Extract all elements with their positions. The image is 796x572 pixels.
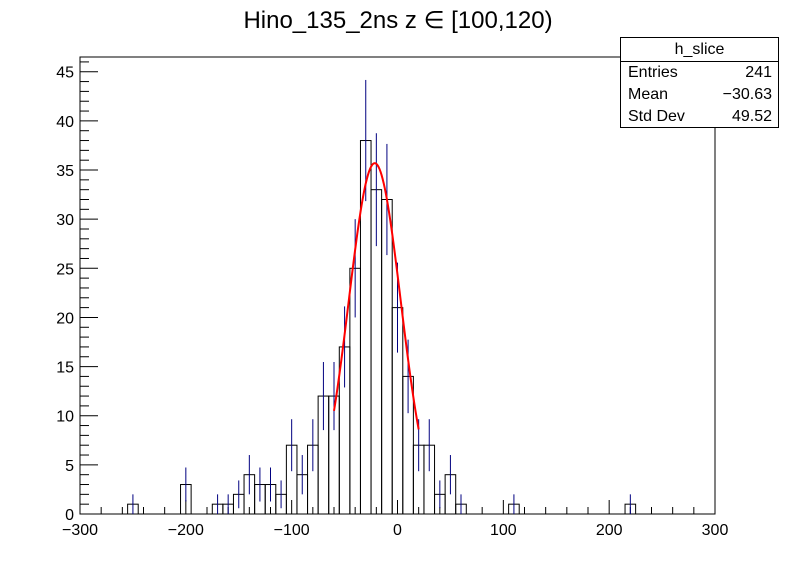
stats-value: 49.52 xyxy=(731,108,772,125)
y-tick-label: 10 xyxy=(56,409,74,426)
x-tick-label: 300 xyxy=(702,522,729,539)
y-tick-label: 0 xyxy=(65,507,74,524)
x-tick-label: 100 xyxy=(490,522,517,539)
stats-row-entries: Entries 241 xyxy=(621,62,778,84)
y-tick-label: 45 xyxy=(56,65,74,82)
x-tick-label: −200 xyxy=(168,522,204,539)
stats-label: Mean xyxy=(628,86,669,103)
y-tick-label: 30 xyxy=(56,212,74,229)
y-tick-label: 15 xyxy=(56,360,74,377)
x-tick-label: −100 xyxy=(274,522,310,539)
x-axis-ticks: −300 −200 −100 0 100 200 300 xyxy=(62,500,728,539)
stats-row-mean: Mean −30.63 xyxy=(621,84,778,106)
y-tick-label: 40 xyxy=(56,114,74,131)
stats-value: −30.63 xyxy=(722,86,772,103)
stats-title: h_slice xyxy=(621,38,778,62)
y-tick-label: 20 xyxy=(56,310,74,327)
stats-box: h_slice Entries 241 Mean −30.63 Std Dev … xyxy=(620,37,779,128)
stats-label: Entries xyxy=(628,64,678,81)
x-tick-label: 0 xyxy=(393,522,402,539)
stats-label: Std Dev xyxy=(628,108,685,125)
y-tick-label: 5 xyxy=(65,458,74,475)
fit-curve xyxy=(333,162,420,430)
chart-title: Hino_135_2ns z ∈ [100,120) xyxy=(243,7,553,34)
y-tick-label: 25 xyxy=(56,261,74,278)
gaussian-fit xyxy=(333,162,420,430)
y-tick-label: 35 xyxy=(56,163,74,180)
y-axis-ticks: 0 5 10 15 20 25 30 35 40 45 xyxy=(56,61,98,524)
histogram-bins xyxy=(127,140,637,515)
stats-row-stddev: Std Dev 49.52 xyxy=(621,106,778,128)
stats-value: 241 xyxy=(745,64,772,81)
x-tick-label: 200 xyxy=(596,522,623,539)
x-tick-label: −300 xyxy=(62,522,98,539)
